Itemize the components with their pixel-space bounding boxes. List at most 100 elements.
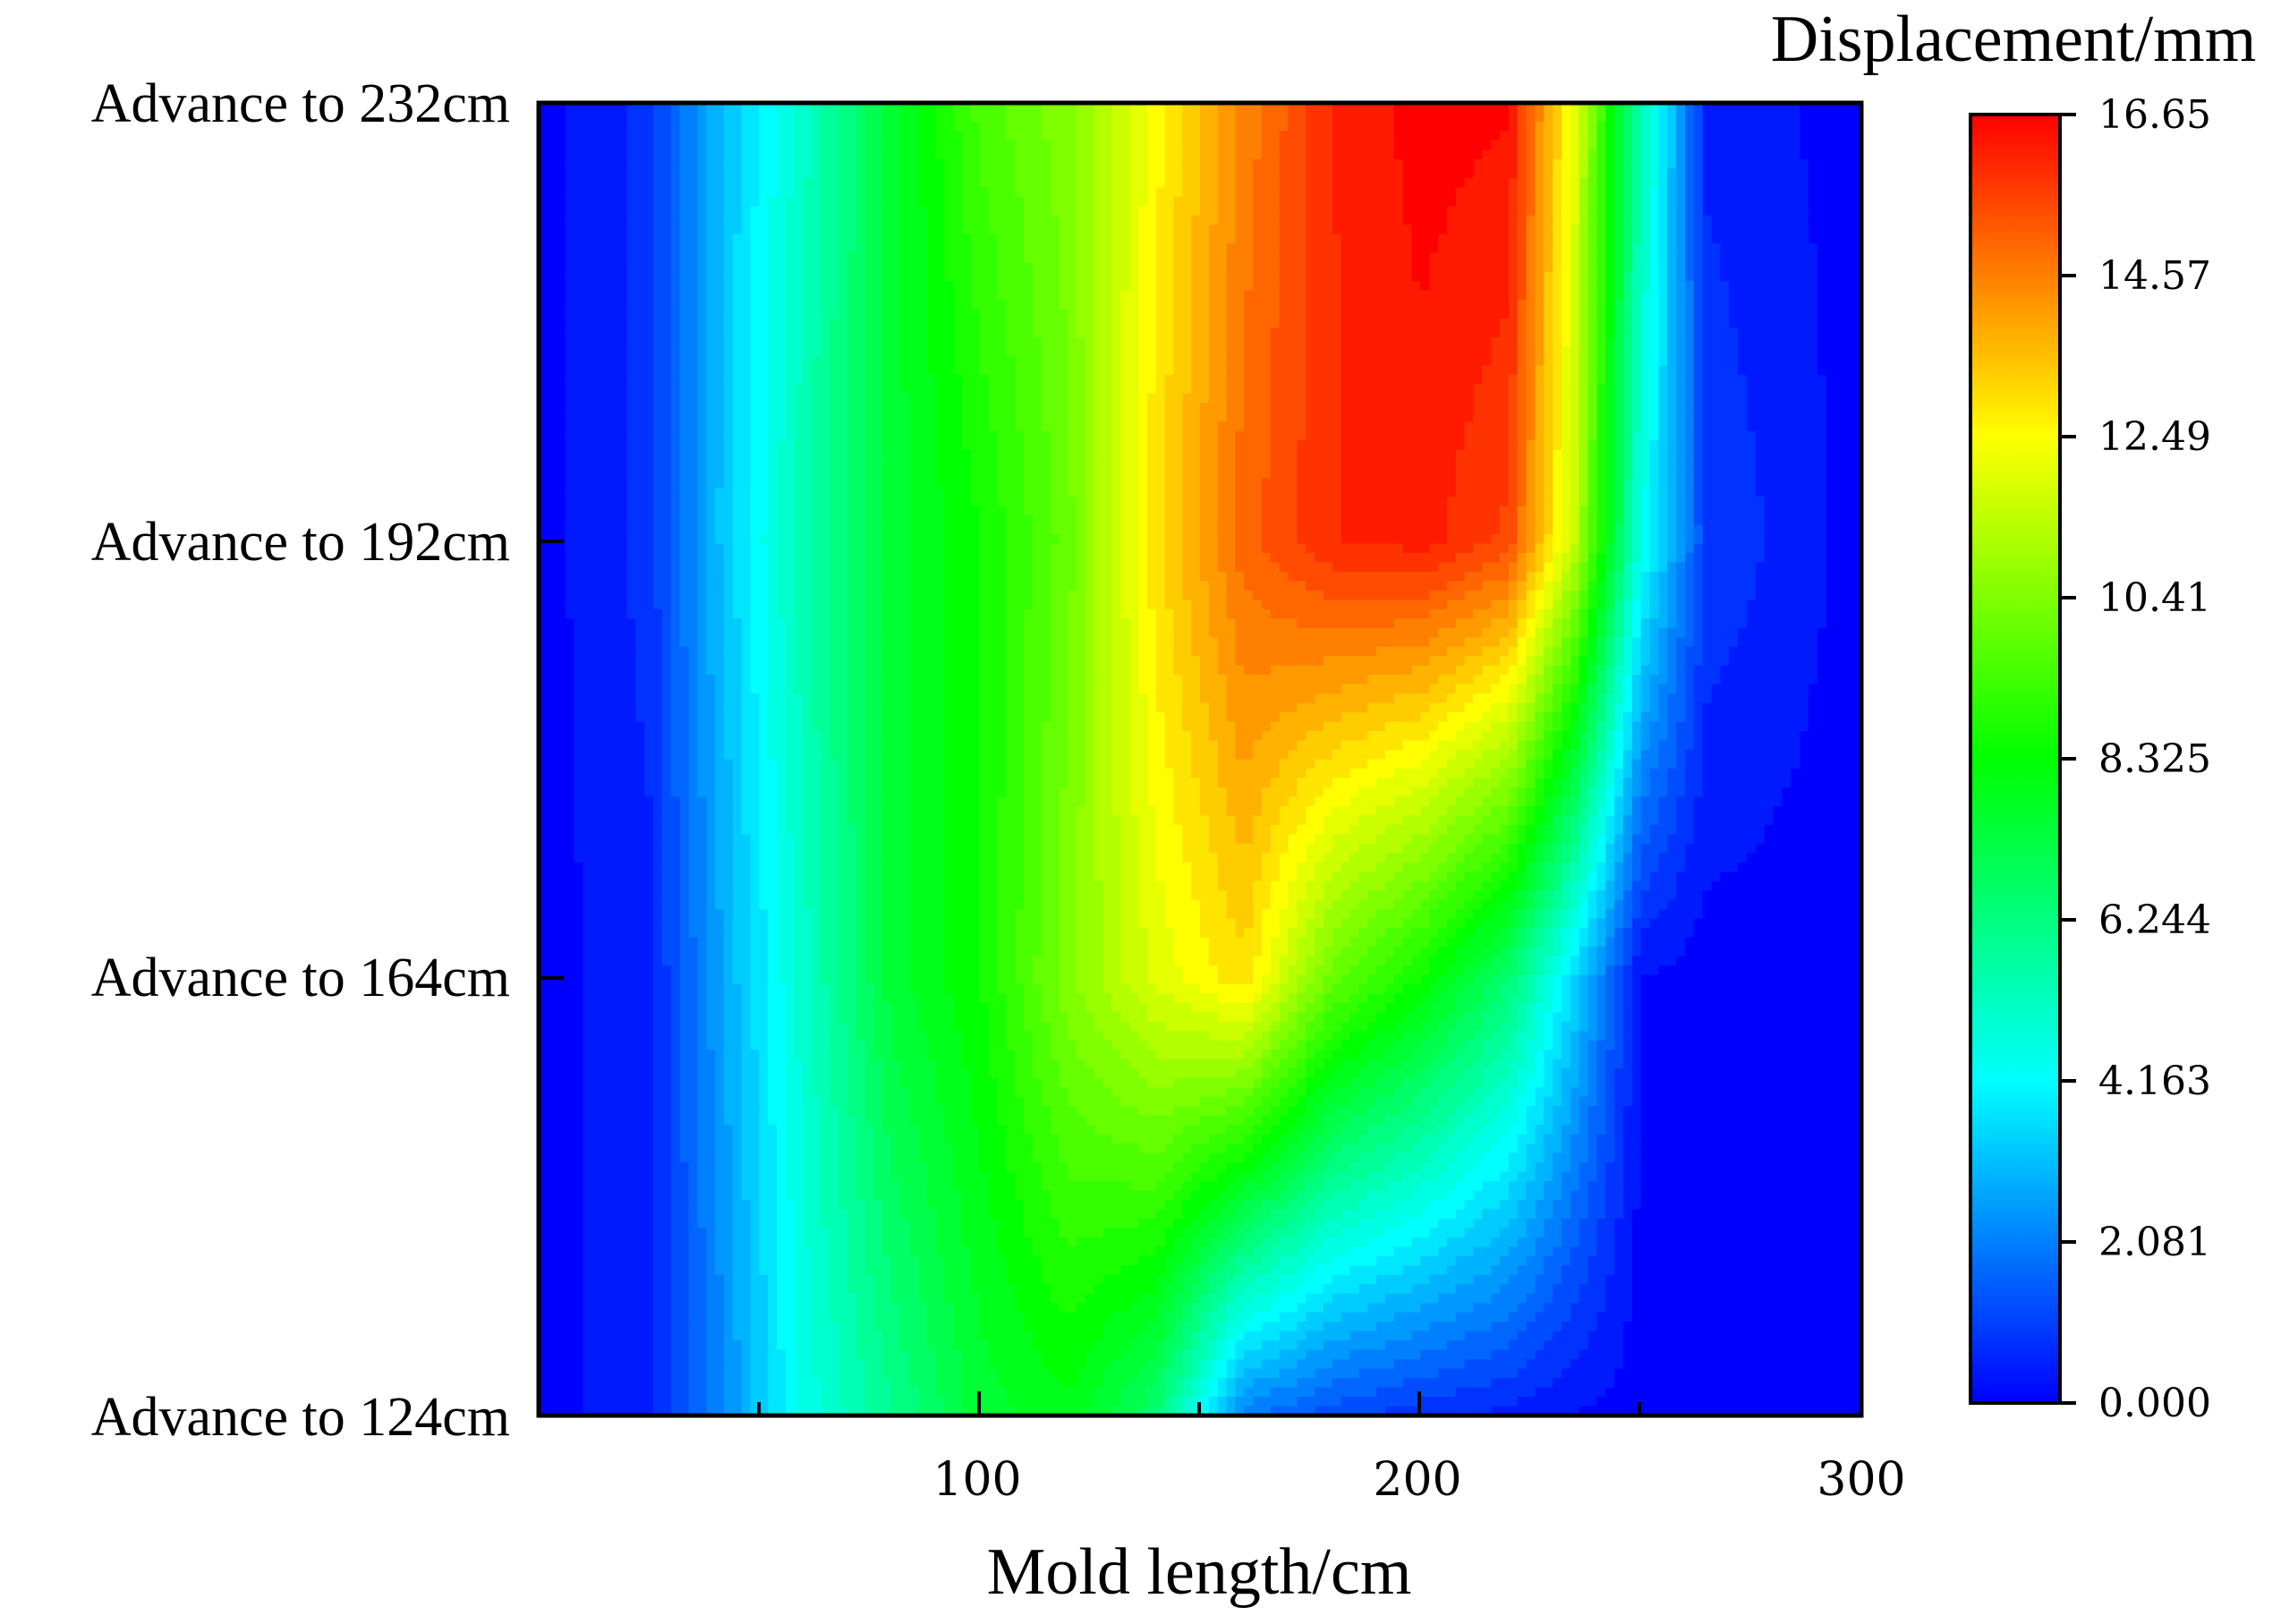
- heatmap-cell: [697, 356, 707, 366]
- heatmap-cell: [1518, 384, 1528, 394]
- heatmap-cell: [944, 272, 954, 282]
- heatmap-cell: [1438, 346, 1448, 356]
- heatmap-cell: [989, 253, 999, 263]
- heatmap-cell: [1420, 253, 1430, 263]
- heatmap-cell: [635, 168, 645, 178]
- heatmap-cell: [1227, 262, 1237, 272]
- heatmap-cell: [1756, 187, 1766, 197]
- heatmap-cell: [882, 272, 892, 282]
- heatmap-cell: [1579, 168, 1589, 178]
- heatmap-cell: [900, 149, 910, 159]
- heatmap-cell: [812, 337, 821, 347]
- heatmap-cell: [1227, 206, 1237, 216]
- heatmap-cell: [1694, 384, 1704, 394]
- heatmap-cell: [1588, 272, 1598, 282]
- heatmap-cell: [1262, 384, 1272, 394]
- heatmap-cell: [1747, 112, 1757, 122]
- heatmap-cell: [635, 122, 645, 132]
- heatmap-cell: [1129, 346, 1139, 356]
- heatmap-cell: [574, 300, 583, 310]
- heatmap-cell: [1429, 253, 1439, 263]
- heatmap-cell: [786, 197, 796, 207]
- heatmap-cell: [838, 310, 848, 319]
- heatmap-cell: [1085, 384, 1095, 394]
- heatmap-cell: [1482, 225, 1492, 234]
- heatmap-cell: [1253, 225, 1263, 234]
- heatmap-cell: [1809, 187, 1818, 197]
- heatmap-cell: [1244, 178, 1254, 188]
- heatmap-cell: [548, 122, 557, 132]
- heatmap-cell: [1235, 243, 1245, 253]
- heatmap-cell: [1191, 187, 1201, 197]
- heatmap-cell: [1570, 310, 1580, 319]
- heatmap-cell: [935, 178, 945, 188]
- heatmap-cell: [1182, 365, 1192, 375]
- heatmap-cell: [1473, 337, 1483, 347]
- heatmap-cell: [1350, 122, 1360, 132]
- heatmap-cell: [847, 149, 857, 159]
- heatmap-cell: [627, 375, 637, 385]
- heatmap-cell: [1773, 300, 1783, 310]
- heatmap-cell: [1694, 168, 1704, 178]
- heatmap-cell: [697, 291, 707, 301]
- heatmap-cell: [1747, 206, 1757, 216]
- heatmap-cell: [821, 168, 830, 178]
- heatmap-cell: [1650, 327, 1660, 337]
- heatmap-cell: [944, 300, 954, 310]
- heatmap-cell: [1156, 300, 1166, 310]
- heatmap-cell: [980, 394, 990, 404]
- heatmap-cell: [821, 197, 830, 207]
- heatmap-cell: [1596, 159, 1606, 169]
- heatmap-cell: [600, 412, 610, 422]
- heatmap-cell: [1289, 149, 1298, 159]
- heatmap-cell: [1147, 356, 1157, 366]
- heatmap-cell: [989, 384, 999, 394]
- heatmap-cell: [671, 234, 681, 244]
- heatmap-cell: [1050, 262, 1060, 272]
- heatmap-cell: [1509, 112, 1519, 122]
- heatmap-cell: [830, 272, 839, 282]
- heatmap-cell: [1482, 337, 1492, 347]
- heatmap-cell: [1306, 206, 1315, 216]
- heatmap-cell: [1420, 346, 1430, 356]
- heatmap-cell: [1773, 394, 1783, 404]
- heatmap-cell: [1085, 291, 1095, 301]
- heatmap-cell: [1024, 206, 1034, 216]
- heatmap-cell: [1720, 300, 1730, 310]
- heatmap-cell: [1227, 384, 1237, 394]
- heatmap-cell: [1165, 337, 1175, 347]
- heatmap-cell: [733, 187, 743, 197]
- heatmap-cell: [733, 216, 743, 225]
- heatmap-cell: [1773, 140, 1783, 150]
- heatmap-cell: [795, 122, 804, 132]
- heatmap-cell: [1077, 253, 1086, 263]
- heatmap-cell: [1429, 281, 1439, 291]
- heatmap-cell: [1209, 337, 1219, 347]
- heatmap-cell: [1306, 337, 1315, 347]
- heatmap-cell: [1059, 262, 1068, 272]
- heatmap-cell: [618, 168, 628, 178]
- heatmap-cell: [1006, 272, 1016, 282]
- heatmap-cell: [1280, 327, 1289, 337]
- heatmap-cell: [1358, 225, 1368, 234]
- heatmap-cell: [1209, 243, 1219, 253]
- heatmap-cell: [1800, 216, 1809, 225]
- heatmap-cell: [1703, 281, 1713, 291]
- heatmap-cell: [1632, 337, 1642, 347]
- heatmap-cell: [1720, 216, 1730, 225]
- heatmap-cell: [742, 149, 752, 159]
- heatmap-cell: [1403, 262, 1413, 272]
- heatmap-cell: [1809, 346, 1818, 356]
- heatmap-cell: [856, 356, 866, 366]
- heatmap-cell: [1650, 262, 1660, 272]
- heatmap-cell: [1491, 206, 1501, 216]
- heatmap-cell: [1834, 272, 1844, 282]
- heatmap-cell: [1218, 272, 1228, 282]
- heatmap-cell: [1024, 140, 1034, 150]
- heatmap-cell: [548, 300, 557, 310]
- heatmap-cell: [1747, 394, 1757, 404]
- heatmap-cell: [1111, 310, 1121, 319]
- heatmap-cell: [1773, 112, 1783, 122]
- heatmap-cell: [1491, 272, 1501, 282]
- heatmap-cell: [1738, 225, 1748, 234]
